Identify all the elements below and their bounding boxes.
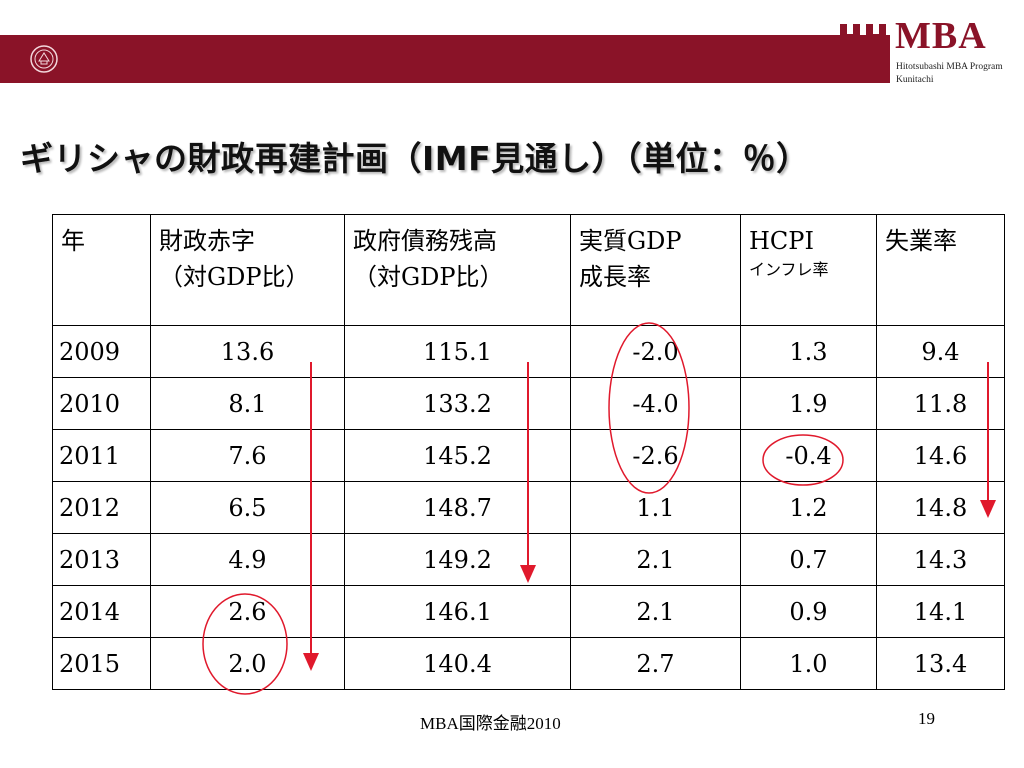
logo-location: Kunitachi <box>896 75 934 85</box>
logo-mba-text: MBA <box>895 15 987 57</box>
table-row: 2013 4.9 149.2 2.1 0.7 14.3 <box>52 533 1005 586</box>
cell-deficit: 13.6 <box>150 325 345 378</box>
cell-year: 2015 <box>52 637 151 690</box>
cell-debt: 146.1 <box>344 585 571 638</box>
cell-year: 2011 <box>52 429 151 482</box>
cell-unemployment: 14.6 <box>876 429 1005 482</box>
footer-course-title: MBA国際金融2010 <box>420 714 561 733</box>
cell-unemployment: 14.8 <box>876 481 1005 534</box>
cell-year: 2013 <box>52 533 151 586</box>
cell-debt: 145.2 <box>344 429 571 482</box>
cell-deficit: 7.6 <box>150 429 345 482</box>
table-header-row: 年 財政赤字 （対GDP比） 政府債務残高 （対GDP比） 実質GDP 成長率 HCP… <box>52 214 1005 326</box>
header-unemployment: 失業率 <box>876 214 1005 326</box>
page-number: 19 <box>918 709 935 728</box>
cell-hcpi: 1.2 <box>740 481 877 534</box>
cell-gdp: -2.0 <box>570 325 741 378</box>
cell-deficit: 2.6 <box>150 585 345 638</box>
slide-title: ギリシャの財政再建計画（IMF見通し）（単位：％） <box>20 139 810 178</box>
cell-unemployment: 14.3 <box>876 533 1005 586</box>
cell-year: 2009 <box>52 325 151 378</box>
cell-debt: 140.4 <box>344 637 571 690</box>
cell-gdp: 2.1 <box>570 585 741 638</box>
mba-logo: MBA Hitotsubashi MBA Program Kunitachi <box>838 14 1008 94</box>
table-row: 2015 2.0 140.4 2.7 1.0 13.4 <box>52 637 1005 690</box>
hh-logo-icon <box>840 24 886 50</box>
table-row: 2010 8.1 133.2 -4.0 1.9 11.8 <box>52 377 1005 430</box>
cell-debt: 149.2 <box>344 533 571 586</box>
header-government-debt: 政府債務残高 （対GDP比） <box>344 214 571 326</box>
cell-gdp: 1.1 <box>570 481 741 534</box>
logo-subtitle: Hitotsubashi MBA Program <box>896 62 1003 72</box>
cell-debt: 133.2 <box>344 377 571 430</box>
cell-unemployment: 14.1 <box>876 585 1005 638</box>
cell-deficit: 4.9 <box>150 533 345 586</box>
header-year: 年 <box>52 214 151 326</box>
cell-hcpi: 1.3 <box>740 325 877 378</box>
cell-gdp: -4.0 <box>570 377 741 430</box>
cell-gdp: 2.7 <box>570 637 741 690</box>
header-real-gdp-growth: 実質GDP 成長率 <box>570 214 741 326</box>
cell-year: 2012 <box>52 481 151 534</box>
header-fiscal-deficit: 財政赤字 （対GDP比） <box>150 214 345 326</box>
cell-hcpi: -0.4 <box>740 429 877 482</box>
header-hcpi: HCPI インフレ率 <box>740 214 877 326</box>
cell-deficit: 2.0 <box>150 637 345 690</box>
fiscal-plan-table: 年 財政赤字 （対GDP比） 政府債務残高 （対GDP比） 実質GDP 成長率 HCP… <box>52 214 1005 690</box>
table-row: 2011 7.6 145.2 -2.6 -0.4 14.6 <box>52 429 1005 482</box>
cell-debt: 148.7 <box>344 481 571 534</box>
cell-gdp: -2.6 <box>570 429 741 482</box>
cell-unemployment: 9.4 <box>876 325 1005 378</box>
table-row: 2009 13.6 115.1 -2.0 1.3 9.4 <box>52 325 1005 378</box>
cell-year: 2010 <box>52 377 151 430</box>
cell-unemployment: 13.4 <box>876 637 1005 690</box>
cell-gdp: 2.1 <box>570 533 741 586</box>
table-row: 2014 2.6 146.1 2.1 0.9 14.1 <box>52 585 1005 638</box>
cell-deficit: 8.1 <box>150 377 345 430</box>
cell-hcpi: 0.7 <box>740 533 877 586</box>
cell-hcpi: 0.9 <box>740 585 877 638</box>
header-hcpi-sub: インフレ率 <box>749 260 829 279</box>
cell-hcpi: 1.0 <box>740 637 877 690</box>
cell-year: 2014 <box>52 585 151 638</box>
cell-unemployment: 11.8 <box>876 377 1005 430</box>
cell-hcpi: 1.9 <box>740 377 877 430</box>
cell-deficit: 6.5 <box>150 481 345 534</box>
cell-debt: 115.1 <box>344 325 571 378</box>
university-seal-icon <box>30 45 58 73</box>
header-banner <box>0 35 890 83</box>
table-row: 2012 6.5 148.7 1.1 1.2 14.8 <box>52 481 1005 534</box>
